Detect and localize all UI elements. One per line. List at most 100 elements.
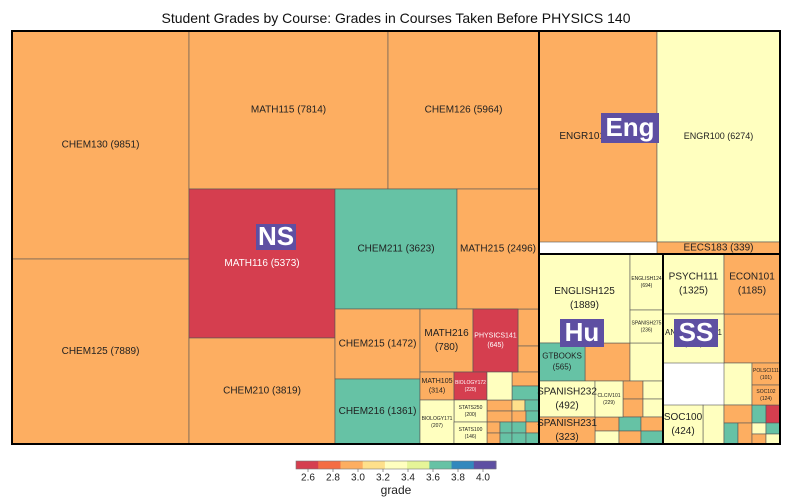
tile-count-math105: (314): [429, 388, 445, 395]
tile-label-physics141: PHYSICS141: [474, 332, 517, 339]
tile-math216: [419, 308, 474, 373]
filler-tile: [751, 404, 767, 424]
legend-swatch: [318, 461, 341, 469]
tile-label-stats100: STATS100: [459, 427, 483, 433]
tile-label-chem211: CHEM211 (3623): [357, 244, 434, 255]
tile-count-soc102: (124): [760, 396, 772, 402]
tile-count-math216: (780): [435, 342, 458, 353]
filler-tile: [594, 430, 620, 445]
tile-label-engr100: ENGR100 (6274): [684, 131, 754, 141]
filler-tile: [737, 422, 753, 445]
filler-tile: [765, 433, 781, 445]
tile-label-math216: MATH216: [424, 328, 469, 339]
tile-count-gtbooks: (565): [553, 363, 572, 372]
tile-count-spanish231: (323): [555, 432, 578, 443]
tile-label-stats250: STATS250: [459, 405, 483, 411]
legend-tick-label: 3.4: [401, 473, 415, 484]
filler-tile: [629, 342, 664, 382]
tile-count-psych111: (1325): [679, 286, 708, 297]
tile-label-math115: MATH115 (7814): [251, 105, 326, 116]
group-label-bg-hu: [560, 319, 604, 347]
tile-label-biology172: BIOLOGY172: [455, 380, 486, 386]
group-label-bg-ns: [256, 224, 296, 250]
legend-swatch: [429, 461, 453, 469]
tile-math105: [419, 371, 455, 401]
tile-chem130: [11, 30, 190, 260]
filler-tile: [765, 404, 781, 424]
tile-spanish275: [629, 309, 664, 344]
tile-label-english124: ENGLISH124: [631, 276, 662, 282]
legend-tick-label: 2.6: [301, 473, 315, 484]
group-label-eng: Eng: [605, 112, 654, 142]
filler-tile: [618, 416, 642, 432]
tile-label-chem210: CHEM210 (3819): [223, 386, 301, 397]
tile-psych111: [662, 253, 725, 315]
tile-label-math105: MATH105: [422, 378, 453, 385]
filler-tile: [642, 380, 664, 400]
tile-math116: [188, 188, 336, 339]
tile-label-eecs183: EECS183 (339): [683, 243, 753, 254]
tile-label-chem130: CHEM130 (9851): [62, 140, 140, 151]
tile-clciv101: [594, 380, 624, 418]
filler-tile: [525, 432, 540, 445]
filler-tile: [499, 421, 513, 434]
filler-tile: [765, 422, 781, 435]
legend-tick-label: 3.0: [351, 473, 365, 484]
legend-tick-label: 2.8: [326, 473, 340, 484]
group-border-ss: [662, 253, 781, 445]
tile-label-math116: MATH116 (5373): [224, 258, 299, 269]
filler-tile: [511, 371, 540, 387]
tile-count-biology172: (220): [465, 387, 477, 393]
legend: 2.6 2.8 3.0 3.2 3.4 3.6 3.8 4.0 grade: [295, 460, 497, 497]
legend-swatch: [340, 461, 364, 469]
filler-tile: [618, 430, 642, 445]
tile-label-chem126: CHEM126 (5964): [425, 105, 503, 116]
tile-count-clciv101: (229): [603, 400, 615, 406]
tile-label-polsci111: POLSCI111: [753, 368, 779, 374]
tile-label-biology171: BIOLOGY171: [422, 416, 453, 422]
tile-chem210: [188, 337, 336, 445]
filler-tile: [511, 399, 526, 412]
filler-tile: [723, 362, 753, 406]
chart-title: Student Grades by Course: Grades in Cour…: [161, 10, 631, 26]
filler-tile: [517, 308, 540, 347]
filler-tile: [511, 410, 527, 423]
legend-swatch: [362, 461, 386, 469]
filler-tile: [723, 404, 753, 424]
tile-engr100: [656, 30, 781, 243]
tile-label-soc102: SOC102: [756, 389, 775, 395]
legend-title: grade: [381, 483, 412, 497]
tile-chem216: [334, 378, 421, 445]
tile-label-english125: ENGLISH125: [554, 286, 615, 297]
filler-tile: [499, 432, 513, 445]
legend-tick-label: 3.8: [451, 473, 465, 484]
filler-tile: [723, 313, 781, 364]
tile-label-spanish275: SPANISH275: [632, 320, 662, 326]
tile-count-english124: (694): [641, 283, 653, 289]
legend-swatch: [473, 461, 497, 469]
tile-label-gtbooks: GTBOOKS: [542, 352, 582, 361]
tile-biology172: [453, 371, 488, 401]
filler-tile: [486, 410, 513, 423]
tile-label-econ101: ECON101: [729, 272, 775, 283]
filler-tile: [511, 385, 540, 401]
tile-count-biology171: (207): [431, 423, 443, 429]
filler-tile: [584, 342, 631, 382]
tile-count-econ101: (1185): [738, 286, 766, 297]
filler-tile: [511, 421, 527, 434]
tile-econ101: [723, 253, 781, 315]
tile-chem126: [387, 30, 540, 190]
tile-english124: [629, 253, 664, 311]
tile-count-soc100: (424): [671, 426, 694, 437]
legend-frame: [295, 460, 497, 470]
tile-physics141: [472, 308, 519, 373]
filler-tile: [751, 433, 767, 445]
filler-tile: [640, 416, 664, 432]
tile-count-english125: (1889): [570, 300, 599, 311]
legend-swatch: [407, 461, 430, 469]
filler-tile: [622, 398, 644, 418]
group-label-ns: NS: [258, 221, 294, 251]
legend-swatch: [384, 461, 408, 469]
tile-label-spanish231: SPANISH231: [537, 418, 597, 429]
